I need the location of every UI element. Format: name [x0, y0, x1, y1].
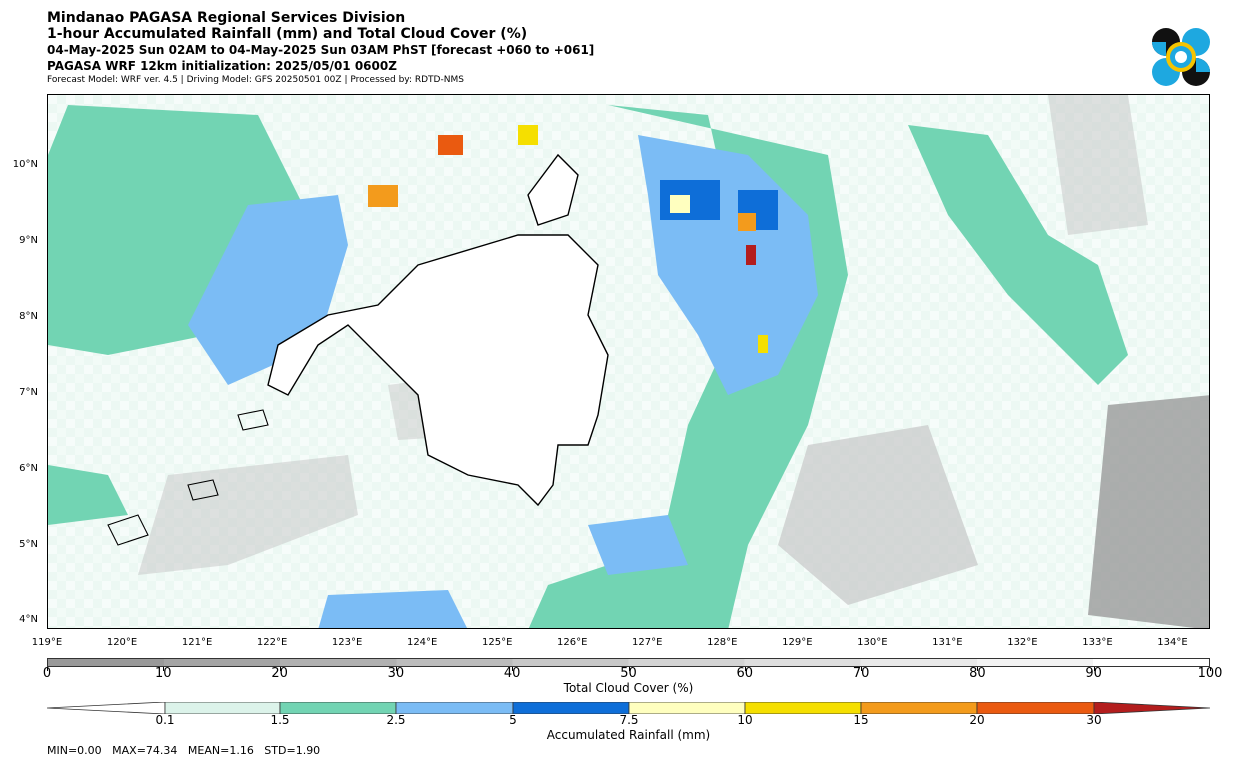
- cloud-tick-mark: [744, 667, 746, 671]
- rain-tick-label: 2.5: [386, 713, 406, 727]
- lon-label: 123°E: [331, 637, 363, 648]
- lon-label: 130°E: [857, 637, 888, 648]
- sulu-archipelago: [107, 409, 269, 546]
- lat-label: 9°N: [19, 234, 38, 246]
- lon-label: 126°E: [557, 637, 588, 648]
- rain-tick-label: 20: [969, 713, 985, 727]
- lat-label: 7°N: [19, 386, 38, 398]
- lon-label: 132°E: [1007, 637, 1038, 648]
- rain-tick-label: 7.5: [619, 713, 639, 727]
- cloud-tick-mark: [512, 667, 514, 671]
- lon-label: 128°E: [707, 637, 738, 648]
- rain-tick-label: 10: [737, 713, 753, 727]
- map-panel: [47, 94, 1210, 629]
- statistics-line: MIN=0.00 MAX=74.34 MEAN=1.16 STD=1.90: [47, 744, 321, 757]
- cloud-tick-mark: [279, 667, 281, 671]
- cloud-cover-colorbar-title: Total Cloud Cover (%): [563, 681, 694, 695]
- lat-label: 6°N: [19, 462, 38, 474]
- lon-label: 119°E: [31, 637, 63, 648]
- valid-time: 04-May-2025 Sun 02AM to 04-May-2025 Sun …: [47, 43, 595, 57]
- lon-label: 133°E: [1082, 637, 1113, 648]
- lon-label: 124°E: [406, 637, 438, 648]
- cloud-tick-label: 20: [271, 666, 288, 681]
- cloud-tick-label: 70: [852, 666, 870, 681]
- cloud-tick-label: 100: [1197, 666, 1223, 681]
- lat-label: 8°N: [19, 310, 38, 322]
- cloud-tick-label: 80: [969, 666, 986, 681]
- rain-tick-label: 30: [1086, 713, 1102, 727]
- model-init: PAGASA WRF 12km initialization: 2025/05/…: [47, 59, 397, 73]
- mindanao-coastline: [267, 153, 609, 507]
- rain-color-segment: [164, 702, 281, 714]
- map-title: Mindanao PAGASA Regional Services Divisi…: [47, 10, 406, 26]
- lon-label: 127°E: [632, 637, 663, 648]
- cloud-tick-mark: [47, 667, 48, 671]
- rainfall-colorbar: [47, 702, 1210, 714]
- rain-extend-min: [47, 702, 166, 714]
- cloud-tick-mark: [977, 667, 979, 671]
- cloud-tick-label: 60: [736, 666, 754, 681]
- cloud-tick-mark: [861, 667, 863, 671]
- lat-label: 10°N: [12, 159, 38, 171]
- cloud-tick-label: 0: [42, 666, 52, 681]
- lon-label: 125°E: [481, 637, 513, 648]
- cloud-tick-label: 90: [1085, 666, 1102, 681]
- lon-label: 131°E: [932, 637, 963, 648]
- cloud-tick-mark: [628, 667, 630, 671]
- rain-color-segment: [279, 702, 397, 714]
- rain-color-segment: [395, 702, 514, 714]
- cloud-tick-label: 50: [620, 666, 637, 681]
- rain-color-segment: [860, 702, 978, 714]
- cloud-cover-colorbar: [47, 658, 1210, 667]
- lon-label: 129°E: [782, 637, 813, 648]
- lon-label: 121°E: [181, 637, 213, 648]
- rain-color-segment: [744, 702, 862, 714]
- lat-label: 5°N: [19, 538, 38, 550]
- lon-label: 122°E: [256, 637, 288, 648]
- intense-rain-cells: [368, 125, 778, 353]
- cloud-tick-mark: [1210, 667, 1211, 671]
- cloud-tick-mark: [1093, 667, 1095, 671]
- rain-color-segment: [628, 702, 746, 714]
- rain-tick-label: 1.5: [270, 713, 290, 727]
- cloud-tick-label: 40: [503, 666, 521, 681]
- rain-color-segment: [512, 702, 630, 714]
- rain-tick-label: 15: [853, 713, 869, 727]
- credits-line: Forecast Model: WRF ver. 4.5 | Driving M…: [47, 75, 464, 85]
- lat-label: 4°N: [19, 614, 38, 626]
- map-subtitle: 1-hour Accumulated Rainfall (mm) and Tot…: [47, 26, 528, 42]
- cloud-tick-mark: [163, 667, 165, 671]
- pagasa-logo-icon: [1151, 27, 1211, 87]
- rainfall-colorbar-title: Accumulated Rainfall (mm): [546, 728, 711, 742]
- rain-tick-label: 5: [509, 713, 517, 727]
- cloud-tick-label: 30: [387, 666, 405, 681]
- rain-tick-label: 0.1: [155, 713, 175, 727]
- cloud-tick-label: 10: [155, 666, 172, 681]
- cloud-tick-mark: [395, 667, 397, 671]
- rain-color-segment: [976, 702, 1095, 714]
- rain-extend-max: [1093, 702, 1210, 714]
- lon-label: 120°E: [106, 637, 138, 648]
- lon-label: 134°E: [1157, 637, 1188, 648]
- moderate-rain-field: [48, 105, 1128, 628]
